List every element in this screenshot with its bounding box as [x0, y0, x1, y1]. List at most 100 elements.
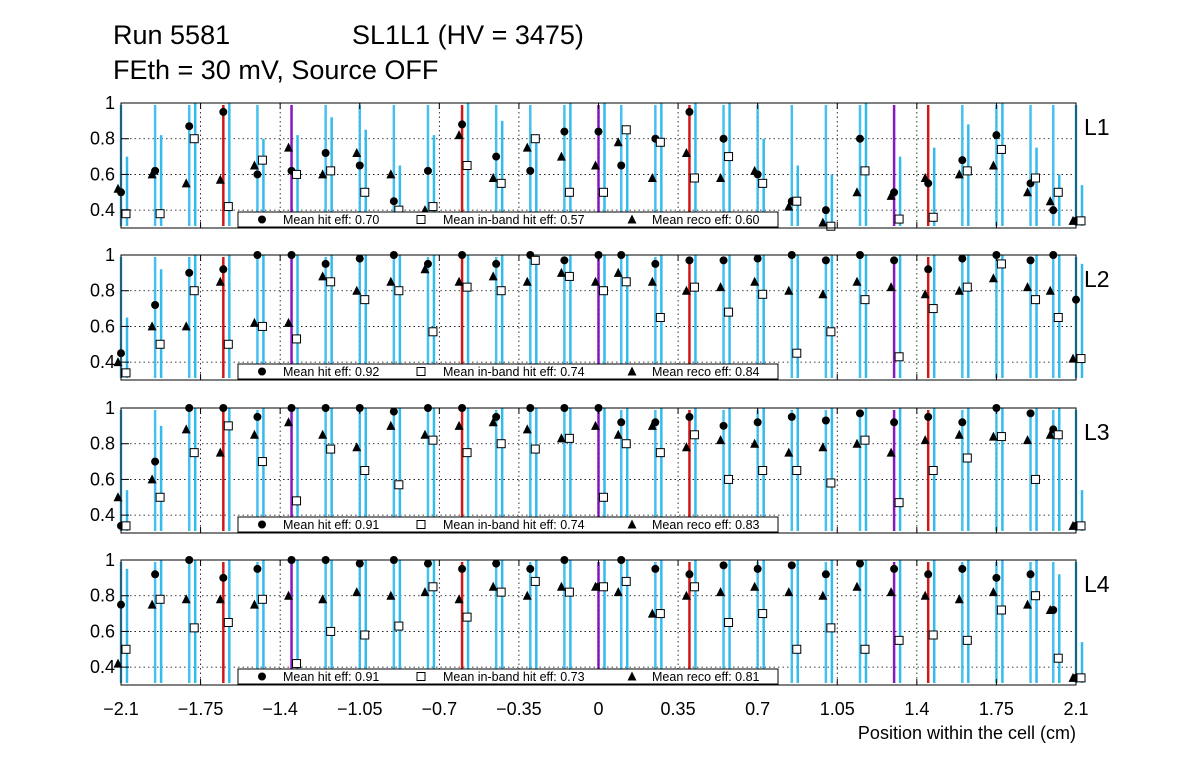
reco-eff-point: [147, 474, 157, 484]
reco-eff-point: [454, 276, 464, 286]
hit-eff-point: [389, 407, 398, 416]
y-tick-label: 0.4: [90, 352, 115, 372]
title-chamber: SL1L1 (HV = 3475): [352, 20, 584, 50]
reco-eff-point: [818, 442, 828, 452]
reco-eff-point: [318, 429, 328, 439]
reco-eff-point: [352, 587, 362, 597]
hit-eff-point: [924, 412, 933, 421]
inband-eff-point: [894, 214, 904, 224]
reco-eff-point: [1068, 215, 1078, 225]
reco-eff-point: [784, 587, 794, 597]
y-tick-label: 0.8: [90, 281, 115, 301]
reco-eff-point: [591, 160, 600, 170]
y-tick-label: 1: [105, 93, 115, 113]
y-tick-label: 0.4: [90, 657, 115, 677]
inband-eff-point: [223, 202, 233, 212]
reco-eff-point: [488, 173, 498, 182]
reco-eff-point: [386, 590, 396, 600]
inband-eff-point: [564, 433, 574, 443]
inband-eff-point: [689, 282, 699, 292]
x-tick-label: 1.05: [820, 699, 855, 719]
x-tick-label: −2.1: [103, 699, 139, 719]
layer-label: L2: [1084, 266, 1110, 292]
x-tick-label: −1.05: [337, 699, 383, 719]
x-axis: −2.1 −1.75 −1.4 −1.05 −0.7 −0.35 0 0.35 0.7 1.05 1…: [103, 699, 1088, 719]
inband-eff-point: [655, 137, 665, 147]
inband-eff-point: [724, 152, 734, 162]
inband-eff-point: [621, 125, 631, 135]
y-tick-label: 0.6: [90, 621, 115, 641]
inband-eff-point: [758, 289, 768, 299]
hit-eff-point: [855, 559, 864, 568]
reco-eff-point: [716, 587, 726, 597]
inband-eff-point: [326, 444, 336, 454]
reco-eff-point: [420, 429, 430, 439]
x-tick-label: −0.35: [496, 699, 542, 719]
inband-eff-point: [792, 196, 802, 206]
inband-eff-point: [257, 155, 267, 165]
reco-eff-point: [215, 447, 225, 457]
inband-eff-point: [189, 134, 199, 144]
legend-box: [237, 211, 779, 228]
reco-eff-point: [522, 424, 532, 434]
reco-eff-point: [750, 276, 760, 286]
reco-eff-point: [954, 169, 964, 179]
inband-eff-point: [1053, 313, 1063, 322]
reco-eff-point: [647, 608, 657, 618]
inband-eff-point: [223, 421, 233, 431]
hit-eff-point: [526, 564, 535, 573]
reco-eff-point: [420, 587, 430, 597]
reco-eff-point: [113, 183, 123, 193]
title-run: Run 5581: [113, 20, 230, 50]
inband-eff-point: [155, 492, 165, 502]
hit-eff-point: [855, 134, 864, 143]
panel-l3: 0.4 0.6 0.8 1 L3 Mean hit eff: 0.91 Mean in-ba…: [90, 398, 1110, 534]
reco-eff-point: [852, 276, 862, 286]
inband-eff-point: [928, 212, 938, 222]
reco-eff-point: [681, 148, 691, 157]
reco-eff-point: [488, 271, 498, 281]
legend-reco-marker: [627, 214, 637, 224]
hit-eff-point: [890, 256, 899, 265]
hit-eff-point: [890, 564, 899, 573]
hit-eff-point: [958, 564, 967, 573]
legend-inband-marker: [416, 215, 426, 224]
inband-eff-point: [1031, 474, 1041, 484]
hit-eff-point: [526, 166, 535, 175]
hit-eff-point: [219, 265, 228, 274]
legend-inband-marker: [416, 672, 426, 681]
title-threshold: FEth = 30 mV, Source OFF: [113, 55, 438, 85]
reco-eff-point: [1023, 282, 1033, 292]
reco-eff-point: [352, 285, 362, 295]
reco-eff-point: [681, 285, 691, 295]
hit-eff-point: [821, 570, 830, 579]
x-tick-label: 1.75: [979, 699, 1014, 719]
inband-eff-point: [962, 166, 972, 176]
y-tick-label: 0.8: [90, 129, 115, 149]
reco-eff-point: [386, 169, 396, 179]
hit-eff-point: [719, 256, 728, 265]
inband-eff-point: [257, 457, 267, 467]
x-tick-label: −0.7: [422, 699, 458, 719]
reco-eff-point: [750, 165, 760, 175]
legend-box: [237, 363, 779, 380]
inband-eff-point: [292, 169, 302, 179]
reco-eff-point: [750, 581, 760, 591]
inband-eff-point: [462, 282, 472, 292]
legend-hit-marker: [258, 215, 266, 224]
inband-eff-point: [257, 321, 267, 331]
inband-eff-point: [599, 187, 608, 197]
inband-eff-point: [462, 612, 472, 622]
reco-eff-point: [113, 357, 123, 367]
x-tick-label: 0.35: [661, 699, 696, 719]
y-tick-label: 0.4: [90, 505, 115, 525]
hit-eff-point: [423, 166, 432, 175]
inband-eff-point: [155, 594, 165, 604]
y-tick-label: 0.6: [90, 164, 115, 184]
x-tick-label: 2.1: [1063, 699, 1088, 719]
inband-eff-point: [428, 327, 438, 337]
x-axis-label: Position within the cell (cm): [858, 723, 1076, 743]
reco-eff-point: [454, 420, 464, 430]
inband-eff-point: [860, 166, 870, 176]
reco-eff-point: [249, 317, 259, 327]
